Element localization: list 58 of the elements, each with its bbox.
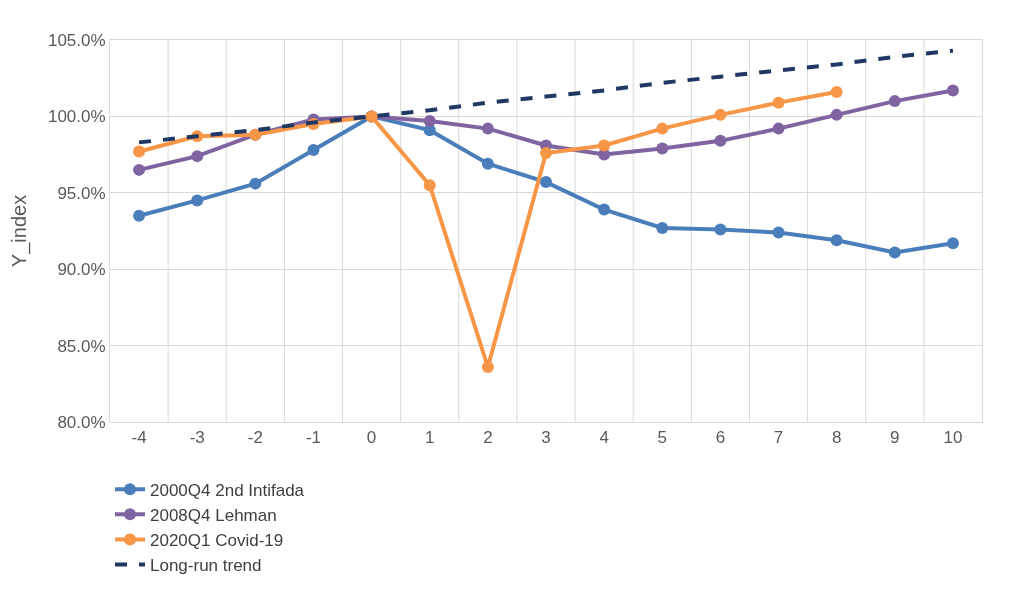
point — [481, 122, 494, 135]
x-tick-label: 7 — [773, 428, 784, 448]
x-tick-label: 9 — [890, 428, 900, 448]
point — [598, 203, 611, 216]
y-tick-label: 105.0% — [47, 30, 106, 50]
point — [133, 145, 146, 158]
point — [946, 84, 959, 97]
point — [830, 108, 843, 121]
point — [946, 237, 959, 250]
point — [598, 139, 611, 152]
legend-label: 2000Q4 2nd Intifada — [150, 480, 305, 500]
point — [191, 150, 204, 163]
x-tick-label: 0 — [366, 428, 377, 448]
line-series — [137, 48, 955, 145]
point — [540, 147, 552, 160]
legend-label: 2008Q4 Lehman — [150, 505, 277, 525]
x-tick-label: 2 — [483, 428, 493, 448]
point — [772, 96, 785, 109]
point — [714, 134, 727, 147]
point — [307, 144, 320, 157]
y-tick-label: 80.0% — [57, 412, 106, 432]
x-tick-label: -4 — [131, 428, 147, 448]
y-axis-title: Y_index — [8, 194, 32, 268]
point — [714, 108, 727, 121]
point — [830, 85, 843, 98]
point — [133, 163, 146, 176]
y-tick-label: 85.0% — [57, 336, 106, 356]
point — [830, 234, 843, 247]
x-tick-label: 1 — [425, 428, 435, 448]
x-tick-label: 4 — [599, 428, 609, 448]
y-tick-label: 100.0% — [47, 107, 106, 127]
x-tick-label: 8 — [831, 428, 842, 448]
point — [772, 226, 785, 239]
point — [656, 142, 669, 155]
x-tick-label: 5 — [657, 428, 667, 448]
point — [772, 122, 785, 135]
x-tick-label: -2 — [247, 428, 263, 448]
point — [656, 122, 669, 135]
point — [133, 209, 146, 222]
legend-label: Long-run trend — [150, 556, 262, 576]
point — [481, 157, 494, 170]
point — [888, 246, 901, 259]
point — [249, 177, 262, 190]
x-tick-label: -1 — [305, 428, 322, 448]
point — [714, 223, 727, 236]
x-tick-label: -3 — [189, 428, 205, 448]
legend-label: 2020Q1 Covid-19 — [150, 531, 284, 551]
y-tick-label: 95.0% — [57, 183, 106, 203]
point — [191, 194, 204, 207]
x-tick-label: 10 — [943, 428, 963, 448]
point — [540, 176, 552, 189]
point — [656, 221, 669, 234]
x-tick-label: 3 — [541, 428, 551, 448]
point — [888, 95, 901, 108]
y-tick-label: 90.0% — [57, 260, 106, 280]
point — [423, 179, 436, 192]
point — [423, 114, 436, 127]
x-tick-label: 6 — [715, 428, 726, 448]
